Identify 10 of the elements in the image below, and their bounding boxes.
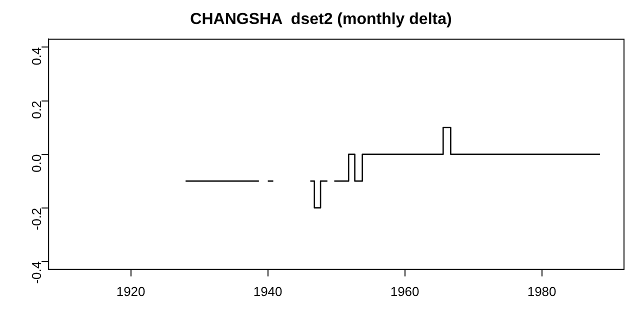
chart-title: CHANGSHA dset2 (monthly delta) (190, 11, 452, 28)
y-tick-label: 0.0 (29, 154, 44, 172)
x-tick-label: 1980 (527, 284, 556, 299)
x-tick-label: 1960 (390, 284, 420, 299)
y-tick-label: -0.2 (29, 208, 44, 230)
y-tick-label: 0.2 (29, 100, 44, 119)
x-tick-label: 1940 (253, 284, 282, 299)
y-tick-label: 0.4 (29, 47, 44, 66)
y-tick-label: -0.4 (29, 261, 44, 284)
x-tick-label: 1920 (116, 284, 146, 299)
